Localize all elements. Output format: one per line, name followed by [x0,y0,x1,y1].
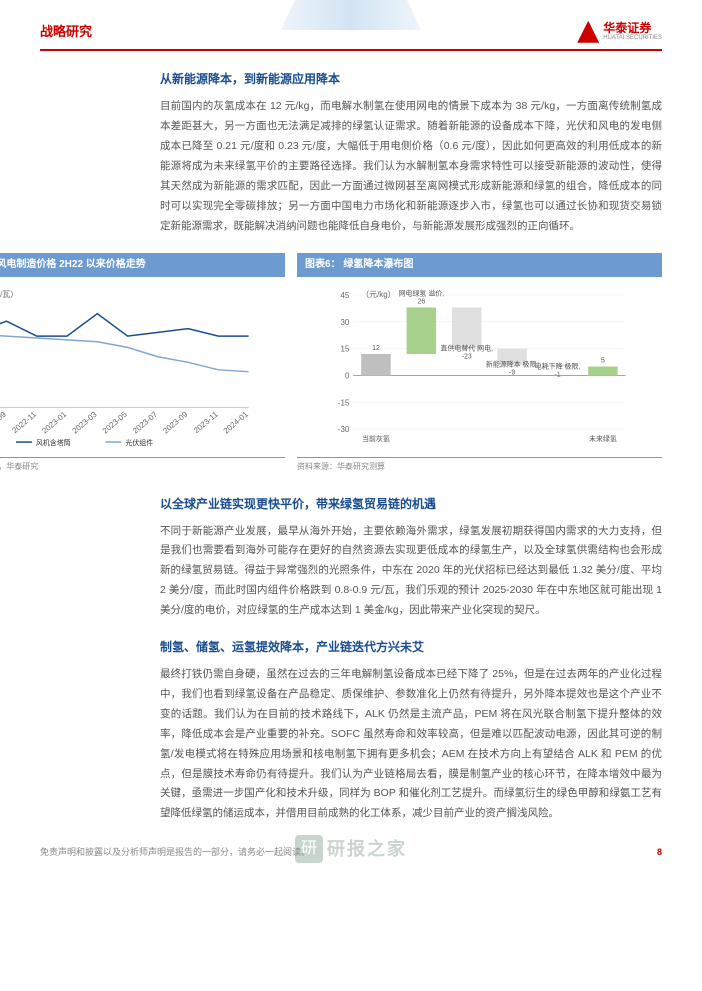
svg-text:2023-01: 2023-01 [40,409,69,435]
svg-text:当前灰氢: 当前灰氢 [362,434,390,443]
svg-text:未来绿氢: 未来绿氢 [589,434,617,443]
svg-text:26: 26 [417,298,425,305]
section2-title: 以全球产业链实现更快平价，带来绿氢贸易链的机遇 [160,494,662,516]
svg-text:12: 12 [372,345,380,352]
svg-text:2023-11: 2023-11 [192,409,220,435]
svg-text:2024-01: 2024-01 [222,409,251,435]
svg-text:2022-09: 2022-09 [0,409,8,435]
svg-text:30: 30 [340,317,349,326]
logo-cn: 华泰证券 [603,22,662,35]
svg-text:15: 15 [340,344,349,353]
chart5-source: 资料来源：Solarzoom，华泰研究 [0,457,285,474]
chart6-source: 资料来源：华泰研究测算 [297,457,662,474]
svg-text:45: 45 [340,290,349,299]
logo-en: HUATAI SECURITIES [603,35,662,42]
svg-text:光伏组件: 光伏组件 [125,438,153,447]
section1-title: 从新能源降本，到新能源应用降本 [160,69,662,91]
svg-text:新能源降本 极限,: 新能源降本 极限, [486,359,538,368]
svg-text:风机含塔筒: 风机含塔筒 [36,438,71,447]
svg-text:5: 5 [601,357,605,364]
svg-text:2023-05: 2023-05 [101,409,130,435]
svg-text:（元/瓦）: （元/瓦） [0,289,18,298]
svg-text:2023-03: 2023-03 [70,409,99,435]
section3-body: 最终打铁仍需自身硬，虽然在过去的三年电解制氢设备成本已经下降了 25%，但是在过… [160,665,662,825]
chart-row: 图表5： 光伏和风电制造价格 2H22 以来价格走势 0123（元/瓦）2022… [0,253,662,474]
page-number: 8 [657,844,662,860]
disclaimer: 免责声明和披露以及分析师声明是报告的一部分，请务必一起阅读。 [40,844,310,860]
svg-text:-9: -9 [509,369,515,376]
svg-text:2022-11: 2022-11 [10,409,38,435]
svg-text:电耗下降 极限,: 电耗下降 极限, [535,361,581,370]
svg-text:2023-09: 2023-09 [161,409,190,435]
main-content: 从新能源降本，到新能源应用降本 目前国内的灰氢成本在 12 元/kg，而电解水制… [160,69,662,236]
svg-text:直供电替代 网电,: 直供电替代 网电, [441,343,493,352]
section2-body: 不同于新能源产业发展，最早从海外开始，主要依赖海外需求，绿氢发展初期获得国内需求… [160,522,662,622]
page-footer: 免责声明和披露以及分析师声明是报告的一部分，请务必一起阅读。 8 [40,844,662,860]
svg-text:-23: -23 [462,353,472,360]
svg-text:-1: -1 [554,371,560,378]
section3-title: 制氢、储氢、运氢提效降本，产业链迭代方兴未艾 [160,637,662,659]
svg-text:网电绿氢 溢价,: 网电绿氢 溢价, [399,288,445,297]
svg-text:0: 0 [345,371,350,380]
category-label: 战略研究 [40,20,92,43]
section1-body: 目前国内的灰氢成本在 12 元/kg，而电解水制氢在使用网电的情景下成本为 38… [160,97,662,237]
chart5-title: 图表5： 光伏和风电制造价格 2H22 以来价格走势 [0,253,285,277]
company-logo: 华泰证券 HUATAI SECURITIES [577,21,662,43]
svg-text:（元/kg）: （元/kg） [361,289,395,298]
chart6: 图表6： 绿氢降本瀑布图 -30-150153045（元/kg）12当前灰氢网电… [297,253,662,474]
svg-text:2023-07: 2023-07 [131,409,160,435]
svg-text:-15: -15 [338,398,350,407]
chart6-title: 图表6： 绿氢降本瀑布图 [297,253,662,277]
chart5: 图表5： 光伏和风电制造价格 2H22 以来价格走势 0123（元/瓦）2022… [0,253,285,474]
logo-icon [577,21,599,43]
svg-text:-30: -30 [338,425,350,434]
